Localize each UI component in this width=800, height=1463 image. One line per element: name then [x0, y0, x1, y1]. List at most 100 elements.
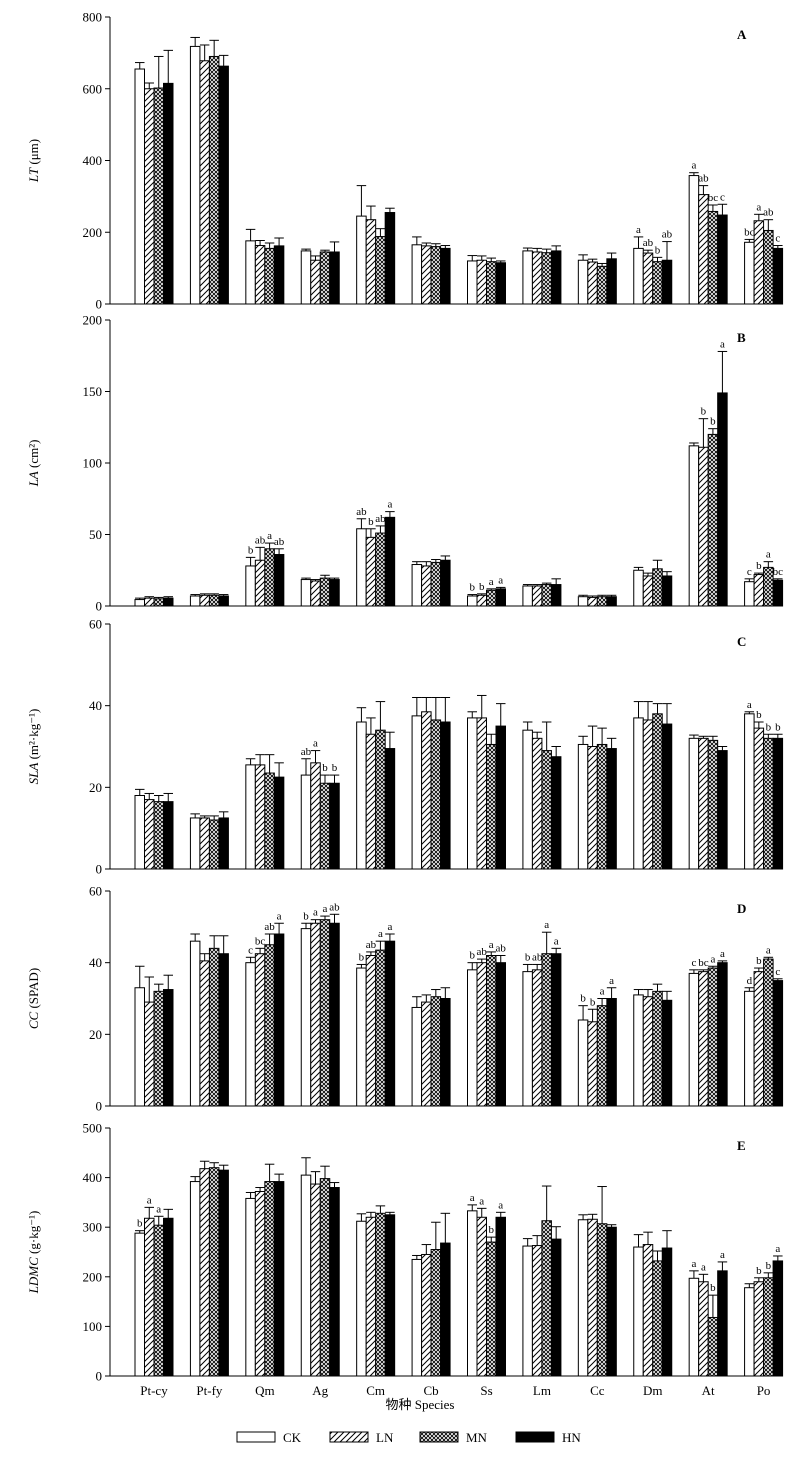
y-tick-label: 400	[83, 1170, 103, 1185]
bar-MN	[596, 265, 608, 305]
bar-LN	[476, 962, 487, 1107]
significance-letter: b	[756, 560, 762, 572]
bar-LN	[421, 1001, 432, 1107]
bar-CK	[577, 743, 589, 870]
significance-letter: b	[756, 709, 762, 721]
bar-HN	[717, 392, 728, 607]
bar-MN	[652, 1260, 663, 1377]
bar-LN	[365, 219, 377, 305]
bar-HN	[218, 953, 229, 1107]
x-axis-title: 物种 Species	[386, 1397, 455, 1412]
y-tick-label: 20	[89, 1027, 102, 1042]
legend-swatch-CK	[236, 1431, 276, 1443]
bar-HN	[384, 516, 396, 607]
bar-CK	[245, 962, 256, 1107]
y-tick-label: 60	[89, 884, 102, 899]
bar-CK	[744, 241, 755, 305]
y-tick-label: 40	[89, 955, 102, 970]
bar-MN	[153, 87, 164, 305]
bar-HN	[717, 962, 728, 1107]
bar-MN	[652, 568, 663, 607]
significance-letter: ab	[763, 207, 774, 219]
significance-letter: b	[710, 1282, 716, 1294]
x-tick-label: Ag	[312, 1383, 328, 1398]
bar-LN	[476, 594, 487, 607]
bar-HN	[384, 1214, 396, 1377]
bar-MN	[486, 955, 497, 1107]
bar-LN	[587, 261, 598, 305]
y-tick-label: 400	[83, 153, 103, 168]
panel-label: A	[737, 27, 747, 42]
significance-letter: b	[590, 996, 596, 1008]
bar-HN	[163, 801, 174, 870]
bar-MN	[541, 1220, 552, 1377]
bar-HN	[550, 250, 562, 305]
significance-letter: a	[489, 939, 494, 951]
bar-LN	[199, 1168, 210, 1377]
significance-letter: bc	[698, 957, 709, 969]
bar-MN	[486, 261, 497, 305]
bar-MN	[763, 737, 774, 870]
legend: CK LN MN HN	[236, 1430, 581, 1445]
bar-CK	[744, 713, 755, 870]
bar-MN	[486, 589, 497, 607]
bar-CK	[467, 717, 478, 870]
significance-letter: b	[248, 544, 254, 556]
bar-CK	[134, 599, 145, 607]
bar-MN	[208, 819, 220, 870]
bar-CK	[688, 737, 700, 870]
bar-HN	[717, 750, 728, 870]
bar-MN	[264, 548, 275, 607]
bar-LN	[698, 446, 709, 607]
significance-letter: a	[313, 738, 318, 750]
bar-CK	[300, 250, 312, 305]
bar-MN	[375, 729, 386, 870]
bar-HN	[772, 980, 784, 1107]
bar-MN	[208, 594, 220, 607]
bar-HN	[163, 989, 174, 1107]
significance-letter: ab	[301, 746, 312, 758]
significance-letter: ab	[366, 939, 377, 951]
y-tick-label: 200	[83, 1269, 103, 1284]
bar-LN	[199, 60, 210, 305]
bar-CK	[467, 1210, 478, 1377]
significance-letter: b	[479, 581, 485, 593]
bar-HN	[661, 575, 673, 607]
bar-LN	[365, 536, 377, 607]
bar-CK	[245, 240, 256, 305]
significance-letter: a	[747, 699, 752, 711]
bar-LN	[698, 194, 709, 305]
significance-letter: ab	[532, 951, 543, 963]
bar-HN	[218, 1169, 229, 1377]
significance-letter: a	[544, 919, 549, 931]
significance-letter: b	[525, 951, 531, 963]
significance-letter: a	[387, 499, 392, 511]
bar-HN	[273, 554, 285, 607]
bar-CK	[522, 585, 533, 607]
bar-HN	[550, 1238, 562, 1377]
bar-HN	[273, 776, 285, 870]
significance-letter: a	[775, 1243, 780, 1255]
bar-MN	[541, 750, 552, 870]
bar-HN	[661, 259, 673, 305]
bar-MN	[486, 1241, 497, 1377]
bar-HN	[440, 998, 451, 1107]
significance-letter: b	[756, 955, 762, 967]
bar-MN	[153, 990, 164, 1107]
bar-LN	[421, 245, 432, 305]
bar-HN	[495, 725, 506, 870]
y-tick-label: 40	[89, 698, 102, 713]
bar-HN	[384, 212, 396, 305]
significance-letter: b	[775, 721, 781, 733]
y-axis-unit: (cm²)	[26, 440, 41, 472]
bar-LN	[476, 717, 487, 870]
bar-LN	[587, 1021, 598, 1107]
bar-HN	[440, 559, 451, 607]
significance-letter: b	[489, 1224, 495, 1236]
bar-CK	[467, 969, 478, 1107]
bar-HN	[772, 1260, 784, 1377]
